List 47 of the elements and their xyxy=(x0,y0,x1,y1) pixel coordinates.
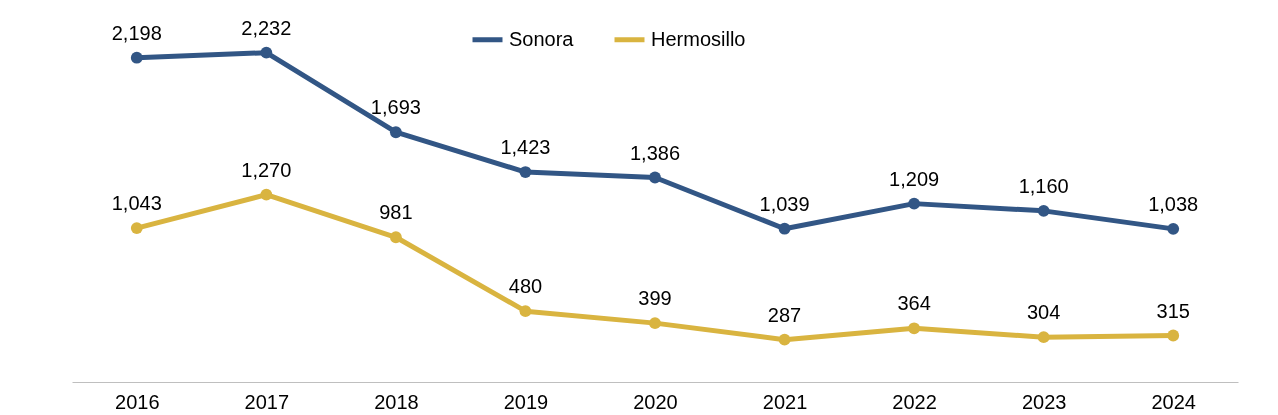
point xyxy=(519,305,532,318)
data-label: 981 xyxy=(379,201,413,224)
x-tick-label: 2020 xyxy=(633,390,678,413)
data-label: 1,423 xyxy=(500,136,551,159)
data-label: 1,693 xyxy=(370,96,421,119)
data-label: 1,160 xyxy=(1018,174,1069,197)
point xyxy=(908,197,921,210)
x-tick-label: 2023 xyxy=(1021,390,1067,413)
point xyxy=(1037,204,1050,217)
data-label: 1,039 xyxy=(759,192,810,215)
x-tick-label: 2018 xyxy=(374,390,419,413)
data-label: 1,209 xyxy=(889,167,940,190)
data-label: 399 xyxy=(638,287,672,310)
x-tick-label: 2024 xyxy=(1151,390,1196,413)
data-label: 480 xyxy=(508,275,543,298)
x-tick-label: 2021 xyxy=(762,390,808,413)
point xyxy=(778,222,791,235)
point xyxy=(1167,222,1180,235)
data-label: 2,232 xyxy=(241,16,292,39)
data-label: 1,038 xyxy=(1148,192,1199,215)
point xyxy=(389,231,402,244)
data-label: 315 xyxy=(1156,299,1190,322)
point xyxy=(389,126,402,139)
data-label: 2,198 xyxy=(111,21,162,44)
legend-label: Sonora xyxy=(509,27,575,50)
x-tick-label: 2019 xyxy=(503,390,549,413)
point xyxy=(130,51,143,64)
data-label: 1,043 xyxy=(111,192,162,215)
data-label: 364 xyxy=(897,292,931,315)
point xyxy=(1037,331,1050,344)
point xyxy=(908,322,921,335)
point xyxy=(778,333,791,346)
data-label: 1,386 xyxy=(629,141,681,164)
data-label: 287 xyxy=(767,303,802,326)
point xyxy=(1167,329,1180,342)
x-tick-label: 2016 xyxy=(115,390,160,413)
point xyxy=(649,317,661,330)
point xyxy=(260,46,273,59)
x-tick-label: 2022 xyxy=(892,390,937,413)
point xyxy=(130,222,143,235)
point xyxy=(519,166,532,178)
data-label: 1,270 xyxy=(241,158,292,181)
point xyxy=(260,188,273,201)
data-label: 304 xyxy=(1026,301,1061,324)
legend-label: Hermosillo xyxy=(651,27,746,50)
point xyxy=(649,171,661,184)
x-tick-label: 2017 xyxy=(244,390,290,413)
